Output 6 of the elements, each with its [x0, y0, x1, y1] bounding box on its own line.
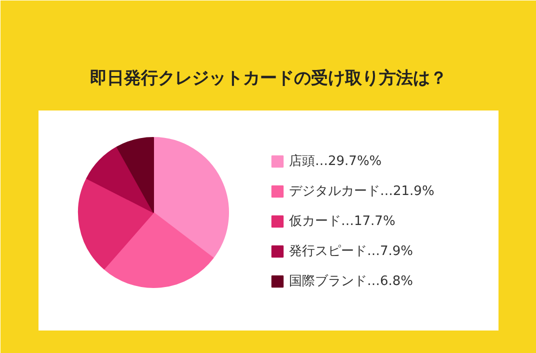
legend-label: 発行スピード…7.9%: [289, 243, 414, 260]
legend-label: 店頭…29.7%%: [289, 153, 382, 170]
legend-label: 国際ブランド…6.8%: [289, 273, 414, 290]
chart-title: 即日発行クレジットカードの受け取り方法は？: [90, 68, 447, 88]
legend-label: 仮カード…17.7%: [289, 213, 396, 230]
legend-label: デジタルカード…21.9%: [289, 183, 434, 200]
